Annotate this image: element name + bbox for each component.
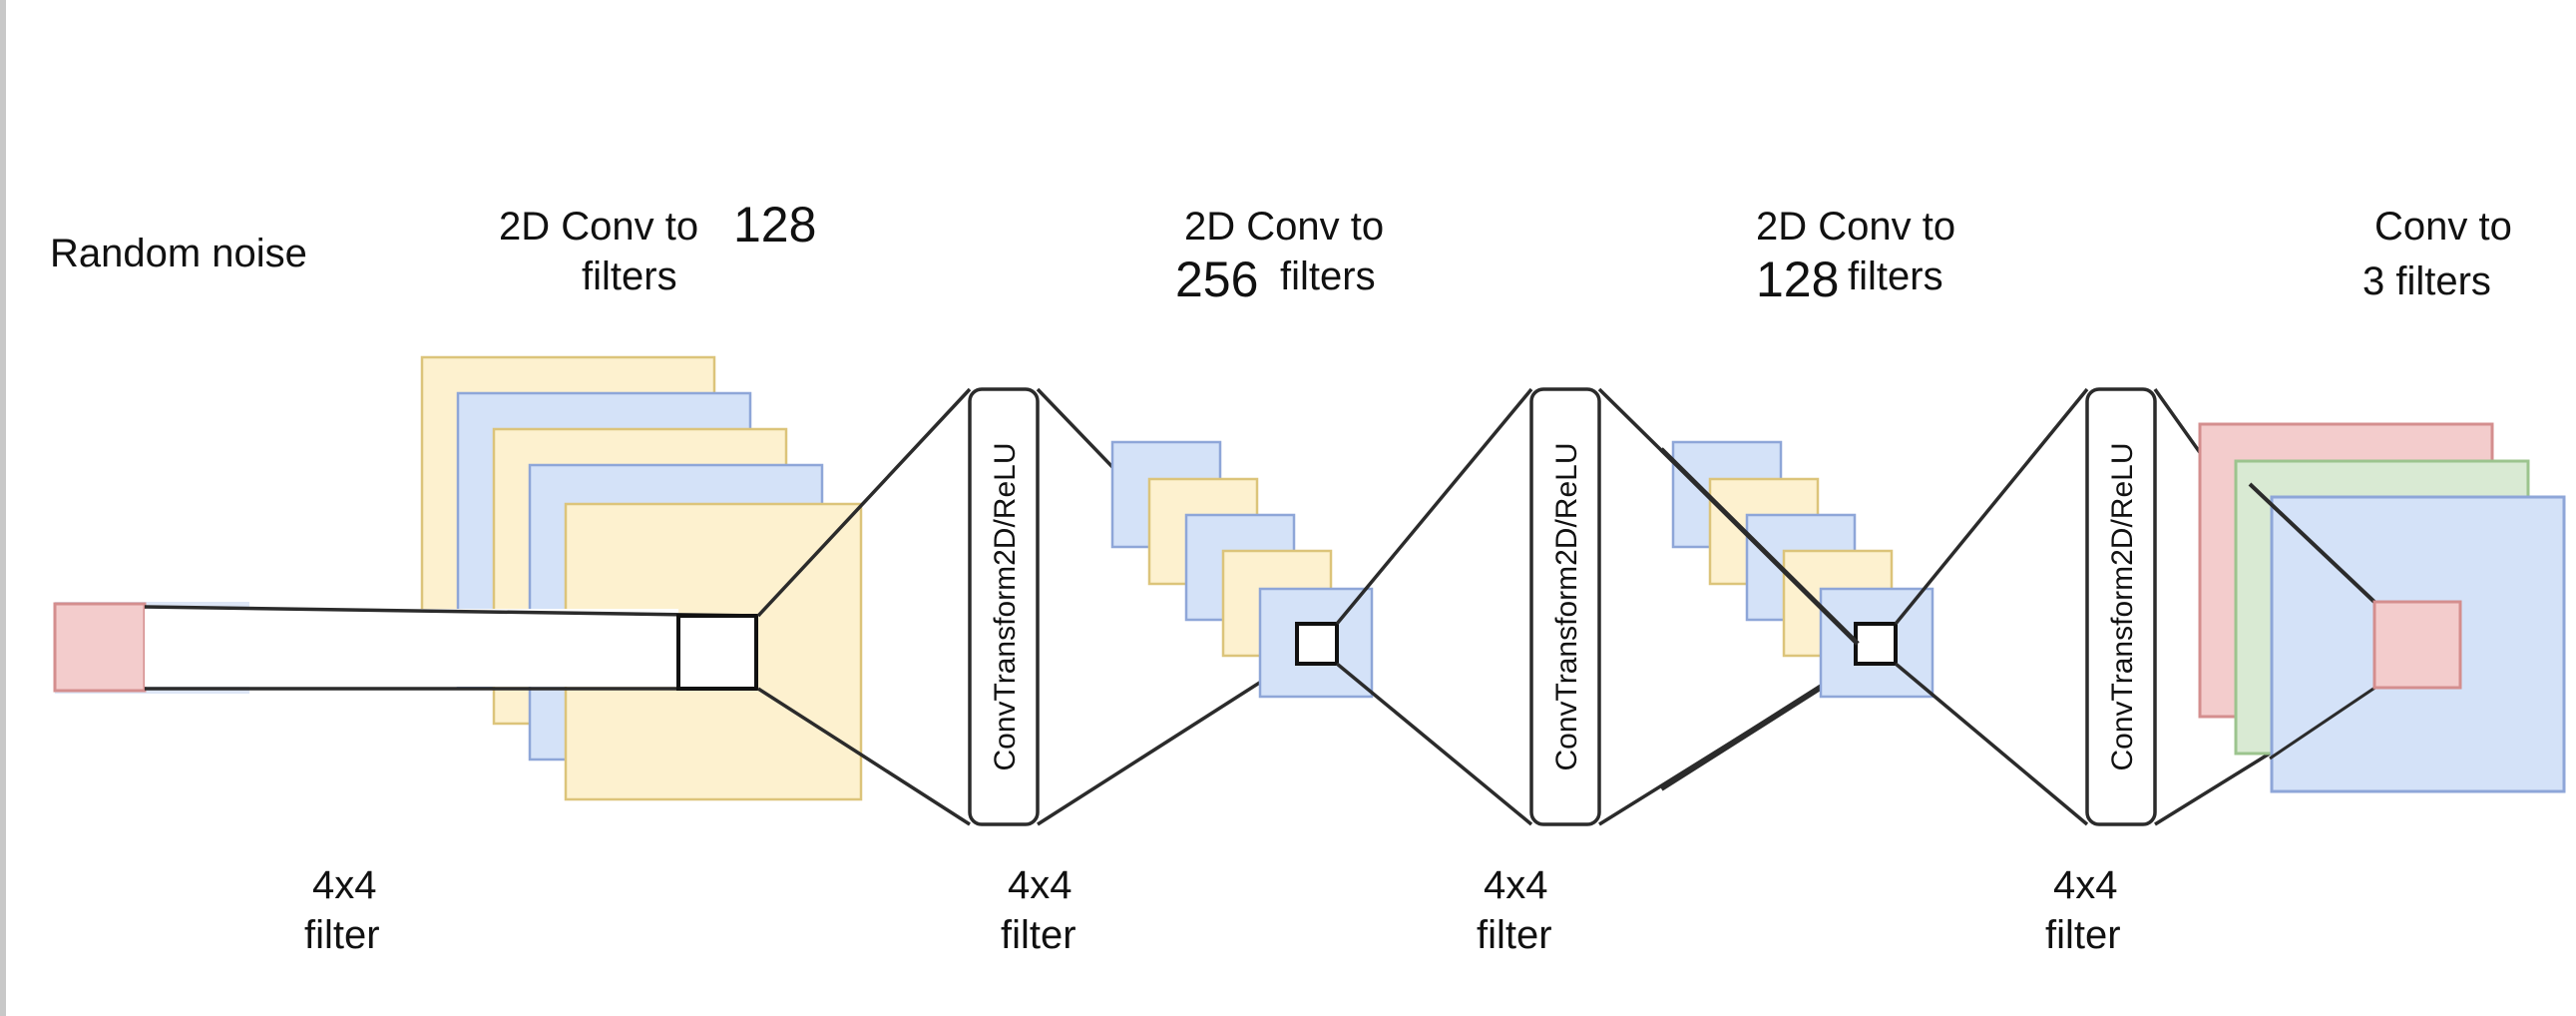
- projection-band: [145, 609, 678, 687]
- conv-transform-block-2: ConvTransform2D/ReLU: [1529, 387, 1601, 826]
- filter-4-size: 4x4: [2053, 863, 2118, 907]
- filter-1-size: 4x4: [312, 863, 377, 907]
- kernel-window: [676, 614, 758, 691]
- conv-transform-block-1: ConvTransform2D/ReLU: [968, 387, 1040, 826]
- input-noise: [53, 602, 759, 694]
- filter-label-1: 4x4 filter: [304, 863, 380, 957]
- funnel-line: [756, 387, 972, 618]
- stage-1-title-number: 128: [733, 197, 816, 253]
- funnel-line: [757, 687, 971, 826]
- funnel-line: [1894, 662, 2089, 826]
- conv-transform-label: ConvTransform2D/ReLU: [2106, 443, 2139, 771]
- funnel-line: [1335, 662, 1533, 826]
- kernel-window: [1295, 622, 1339, 666]
- noise-vector: [53, 602, 147, 693]
- projection-line-top: [144, 605, 759, 618]
- stage-3-title: 2D Conv to 128 filters: [1756, 205, 1955, 307]
- conv-transform-box: [1529, 387, 1601, 826]
- stage-2-title-number: 256: [1175, 252, 1258, 307]
- filter-label-3: 4x4 filter: [1477, 863, 1552, 957]
- stage-1-title-line2: filters: [582, 254, 677, 298]
- stage-3-title-line2: filters: [1848, 254, 1943, 298]
- conv-transform-block-3: ConvTransform2D/ReLU: [2085, 387, 2157, 826]
- filter-3-word: filter: [1477, 913, 1552, 957]
- output-patch: [2372, 600, 2462, 690]
- stage-4-output-maps: [2198, 422, 2566, 793]
- funnel-line: [1894, 387, 2089, 626]
- conv-transform-label: ConvTransform2D/ReLU: [989, 443, 1022, 771]
- filter-label-4: 4x4 filter: [2045, 863, 2121, 957]
- input-label: Random noise: [50, 232, 307, 275]
- stage-1-title-line1: 2D Conv to: [499, 205, 698, 249]
- kernel-window: [1854, 622, 1898, 666]
- funnel-line: [1659, 447, 1860, 646]
- stage-4-title-line2: 3 filters: [2362, 259, 2491, 303]
- stage-3-title-line1: 2D Conv to: [1756, 205, 1955, 249]
- filter-2-word: filter: [1001, 913, 1076, 957]
- funnel-line: [1037, 657, 1298, 826]
- conv-transform-label: ConvTransform2D/ReLU: [1550, 443, 1583, 771]
- filter-3-size: 4x4: [1484, 863, 1548, 907]
- filter-4-word: filter: [2045, 913, 2121, 957]
- stage-4-title-line1: Conv to: [2374, 205, 2512, 249]
- conv-transform-box: [968, 387, 1040, 826]
- filter-label-2: 4x4 filter: [1001, 863, 1076, 957]
- funnel-line: [1335, 387, 1533, 626]
- filter-1-word: filter: [304, 913, 380, 957]
- stage-2-title-line1: 2D Conv to: [1184, 205, 1384, 249]
- funnel-line: [2248, 482, 2378, 606]
- filter-2-size: 4x4: [1008, 863, 1073, 907]
- stage-2-title-line2: filters: [1280, 254, 1376, 298]
- stage-1-title: 2D Conv to 128 filters: [499, 197, 816, 298]
- stage-2-feature-maps: [1110, 440, 1374, 699]
- conv-transform-box: [2085, 387, 2157, 826]
- stage-3-feature-maps: [1659, 440, 1934, 699]
- stage-3-title-number: 128: [1756, 252, 1839, 307]
- stage-4-title: Conv to 3 filters: [2362, 205, 2512, 303]
- funnel-line: [2269, 685, 2377, 761]
- stage-2-title: 2D Conv to 256 filters: [1175, 205, 1384, 307]
